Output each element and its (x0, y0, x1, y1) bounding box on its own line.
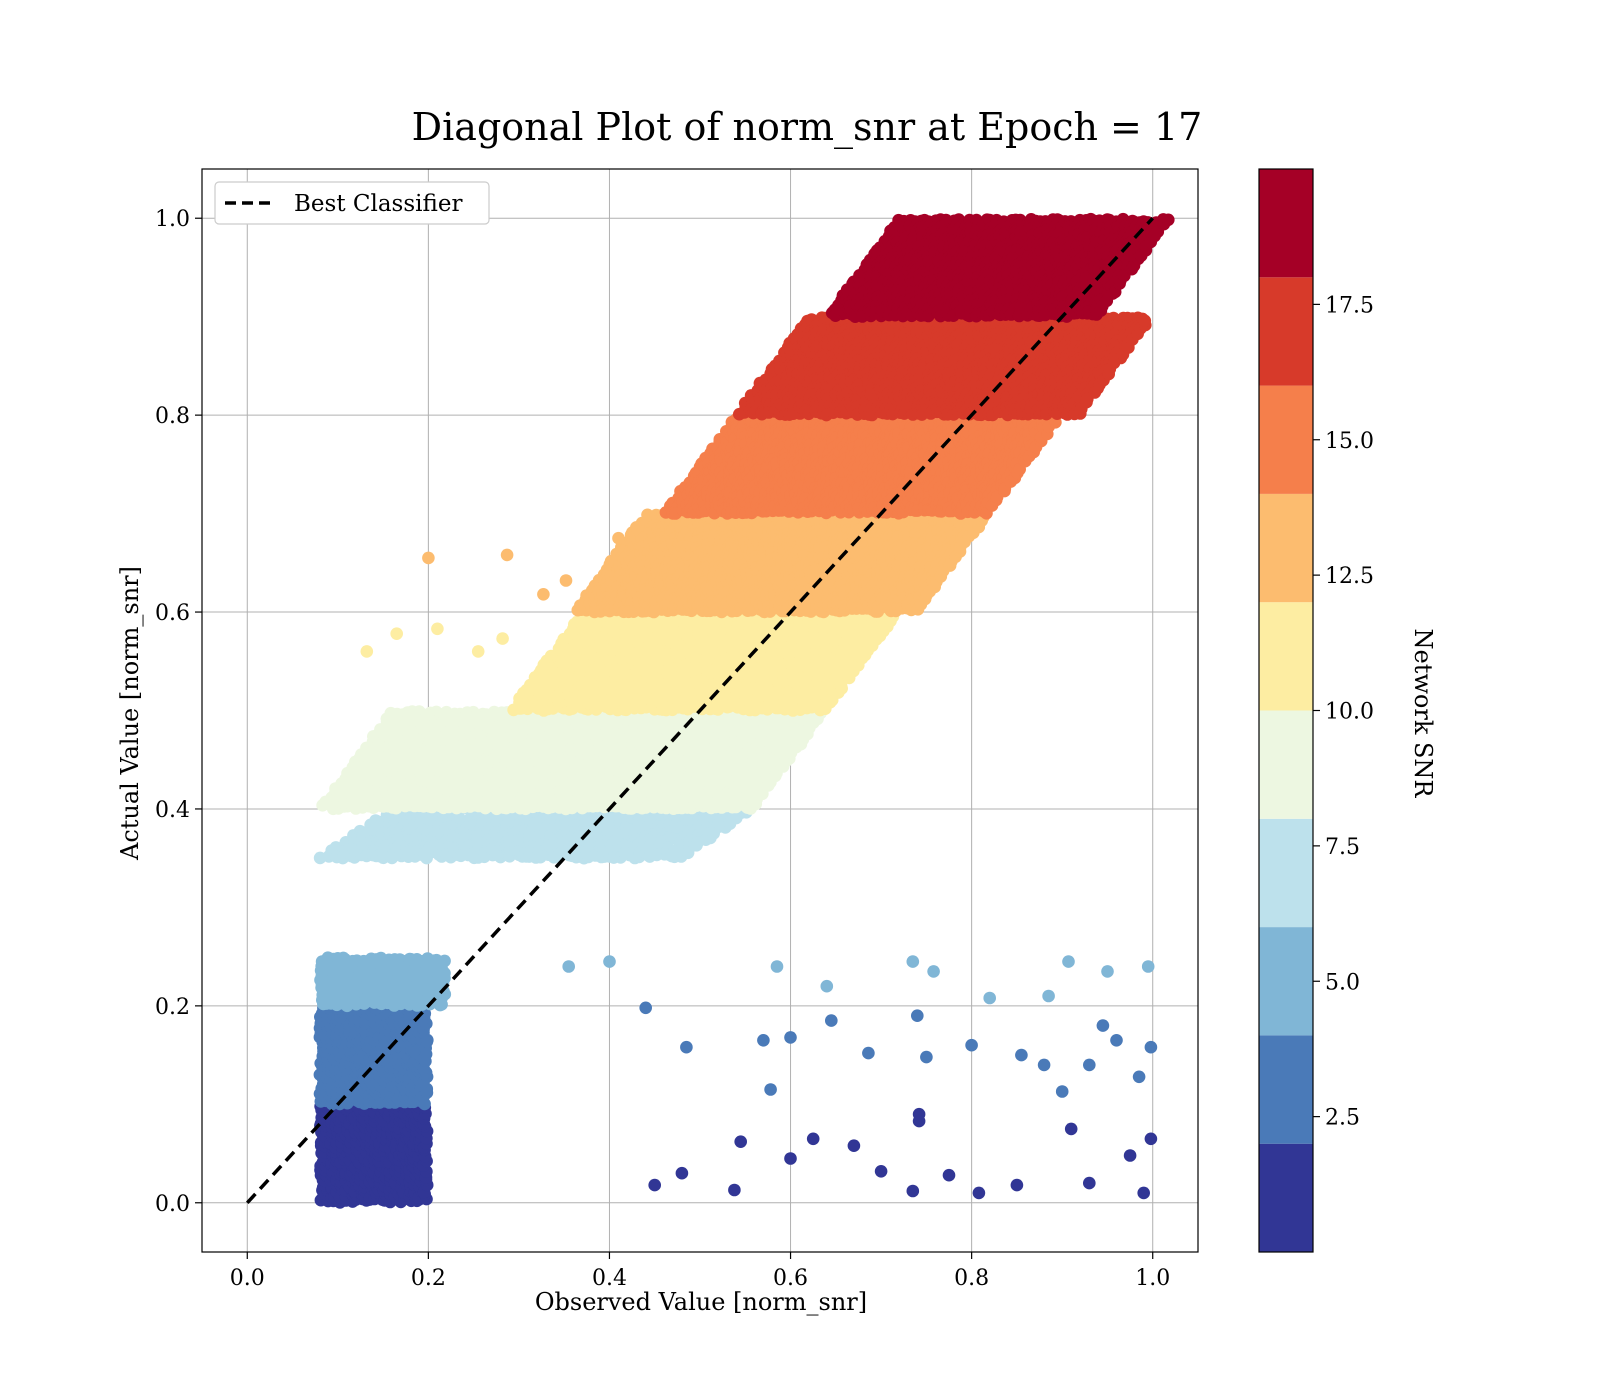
data-point (707, 827, 720, 840)
scatter-points (313, 212, 1175, 1209)
data-point (438, 954, 451, 968)
data-point (420, 851, 433, 865)
chart-title: Diagonal Plot of norm_snr at Epoch = 17 (412, 105, 1203, 150)
